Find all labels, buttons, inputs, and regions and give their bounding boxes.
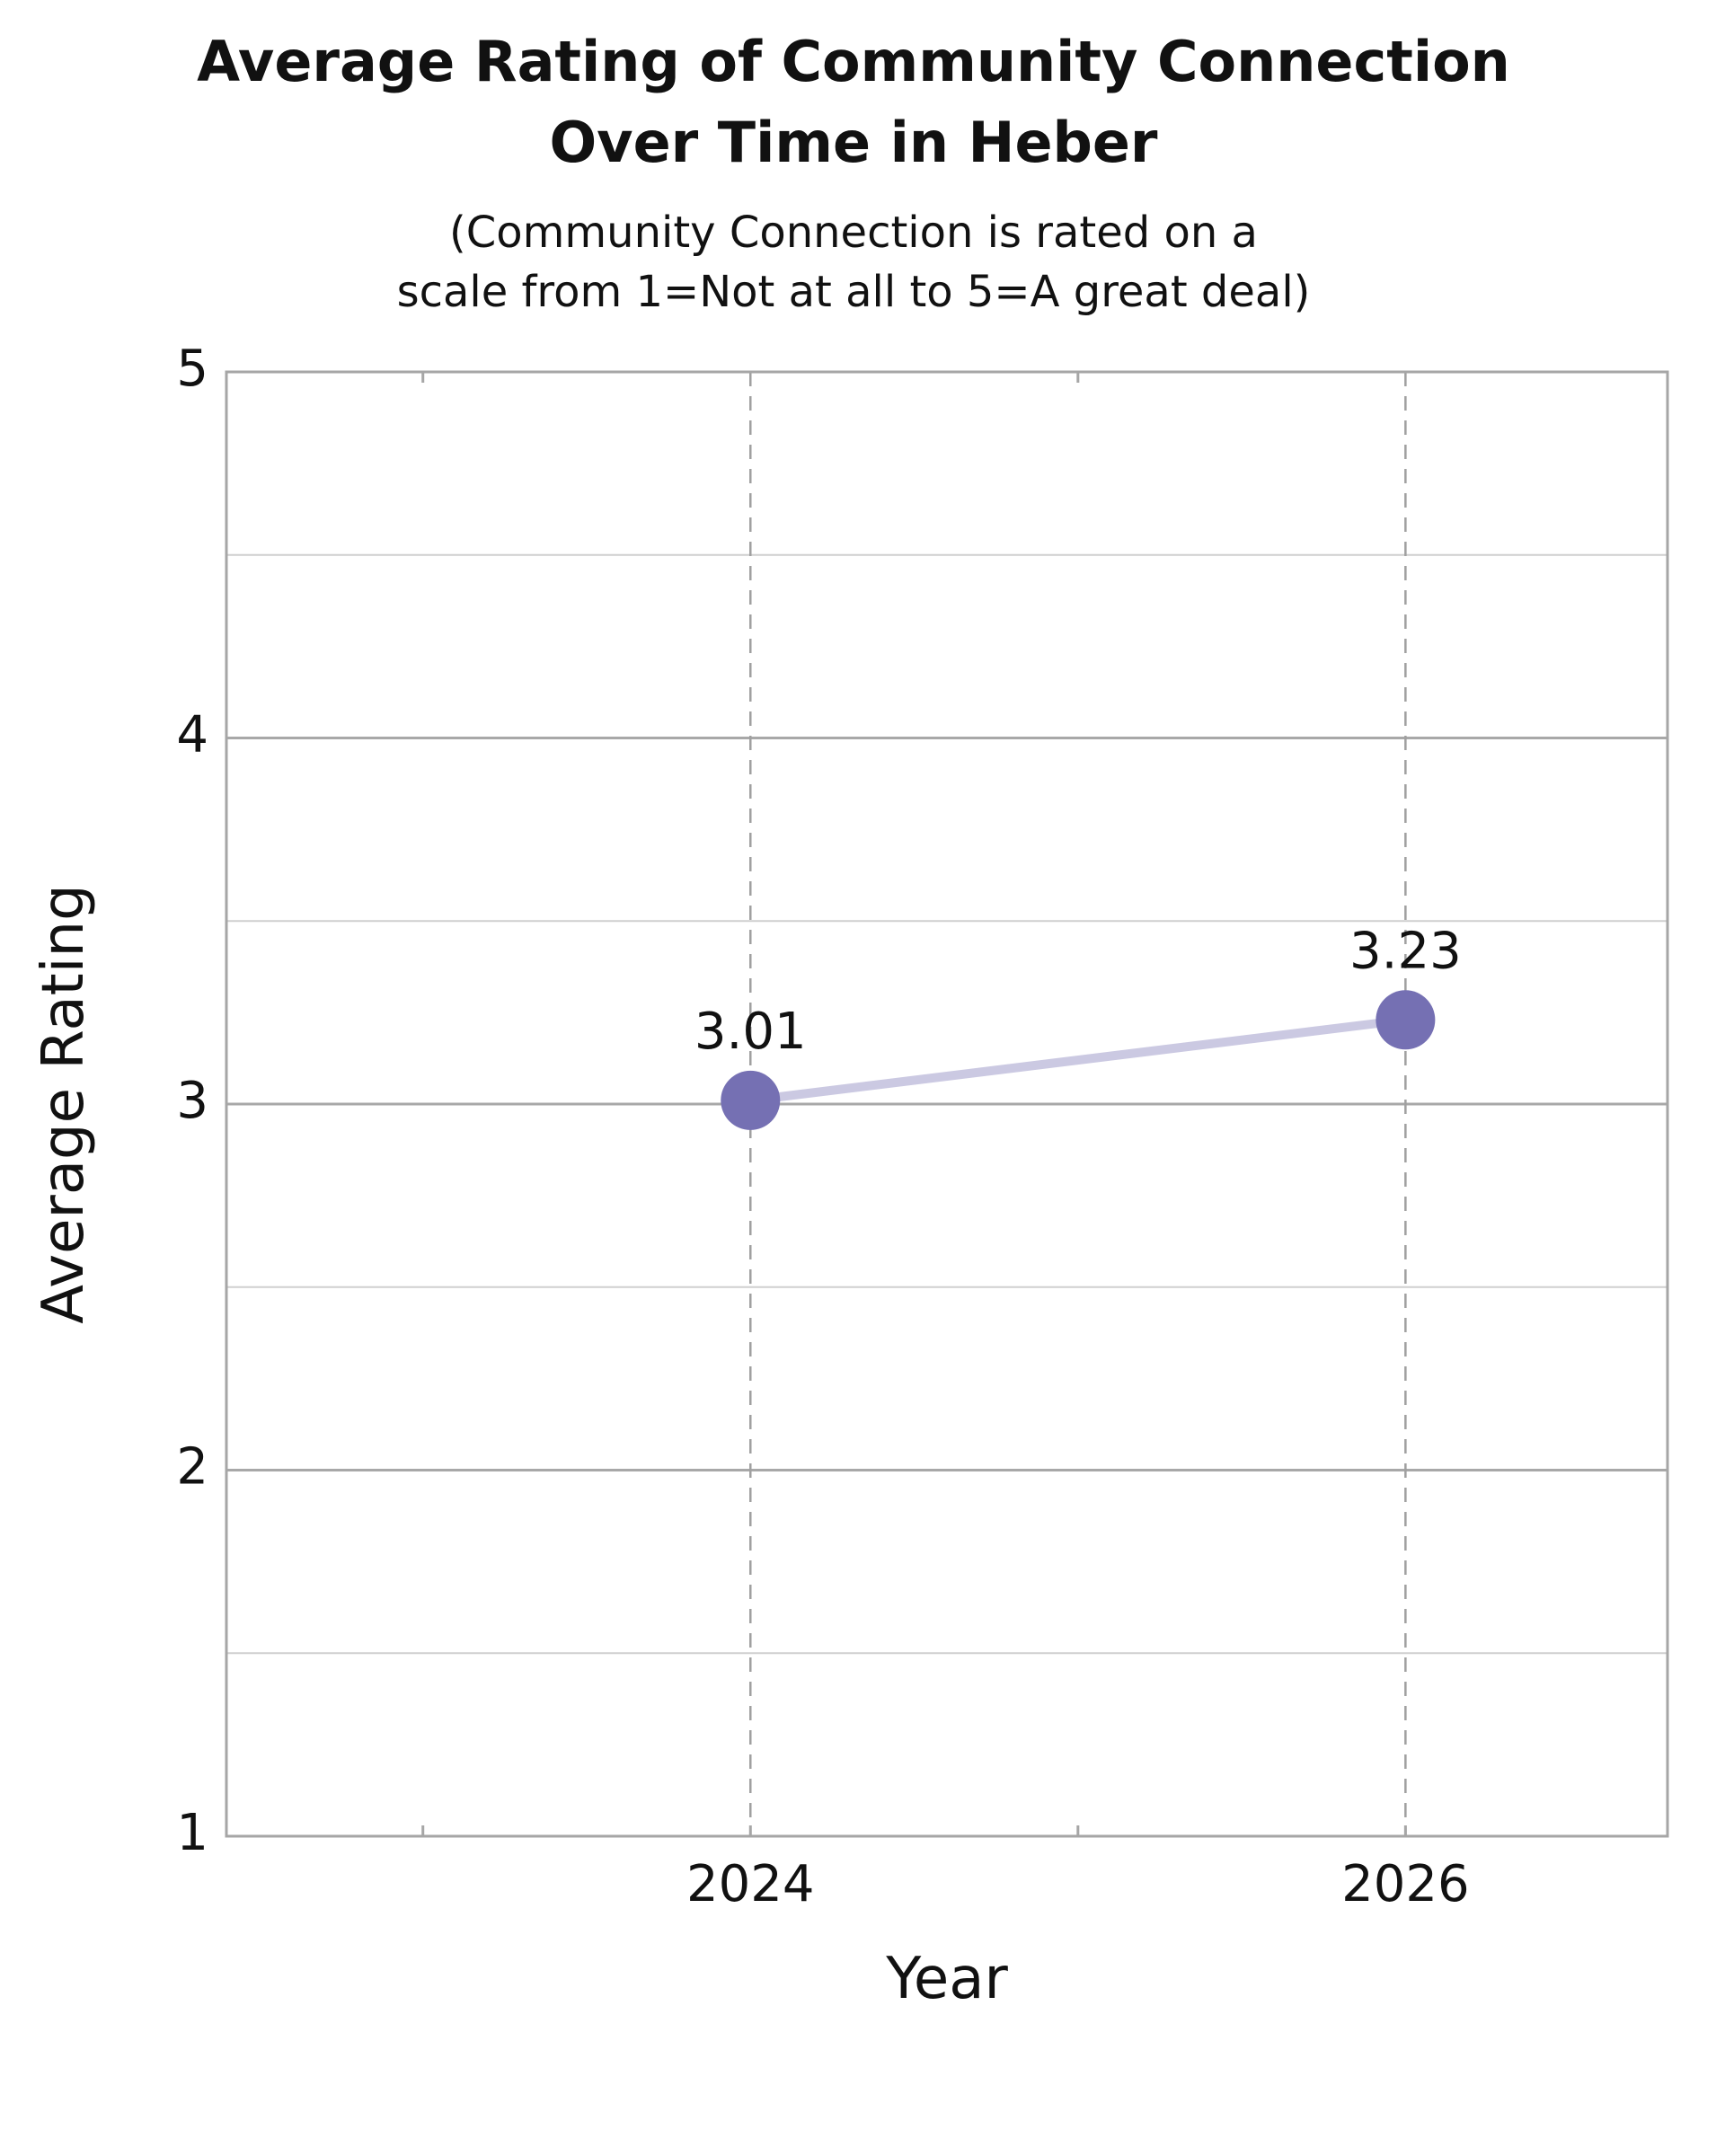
grid-lines — [226, 372, 1668, 1836]
chart-title: Average Rating of Community Connection O… — [0, 22, 1707, 183]
chart-subtitle-line-2: scale from 1=Not at all to 5=A great dea… — [396, 267, 1311, 317]
y-tick-label-2: 2 — [176, 1438, 208, 1497]
y-axis-label: Average Rating — [31, 884, 97, 1324]
series-markers — [721, 990, 1436, 1130]
data-label-2026: 3.23 — [1349, 922, 1462, 980]
x-axis-label: Year — [885, 1946, 1008, 2012]
x-tick-label-2024: 2024 — [686, 1855, 815, 1913]
y-tick-label-4: 4 — [176, 706, 208, 764]
y-tick-label-5: 5 — [176, 340, 208, 398]
data-point-2024 — [721, 1070, 781, 1130]
plot-border — [225, 370, 1669, 1838]
data-point-2026 — [1376, 990, 1436, 1050]
x-tick-label-2026: 2026 — [1341, 1855, 1470, 1913]
chart-subtitle-line-1: (Community Connection is rated on a — [449, 208, 1258, 258]
chart-title-line-2: Over Time in Heber — [549, 110, 1158, 175]
y-tick-label-3: 3 — [176, 1072, 208, 1130]
series-line — [746, 1015, 1411, 1105]
chart-subtitle: (Community Connection is rated on a scal… — [0, 203, 1707, 322]
chart-title-line-1: Average Rating of Community Connection — [197, 29, 1510, 94]
y-tick-label-1: 1 — [176, 1804, 208, 1862]
tick-labels: 1 2 3 4 5 2024 2026 — [176, 340, 1469, 1913]
series-line-group — [746, 1015, 1411, 1105]
data-label-2024: 3.01 — [694, 1003, 807, 1061]
plot-frame — [225, 370, 1669, 1838]
data-labels: 3.01 3.23 — [694, 922, 1462, 1061]
